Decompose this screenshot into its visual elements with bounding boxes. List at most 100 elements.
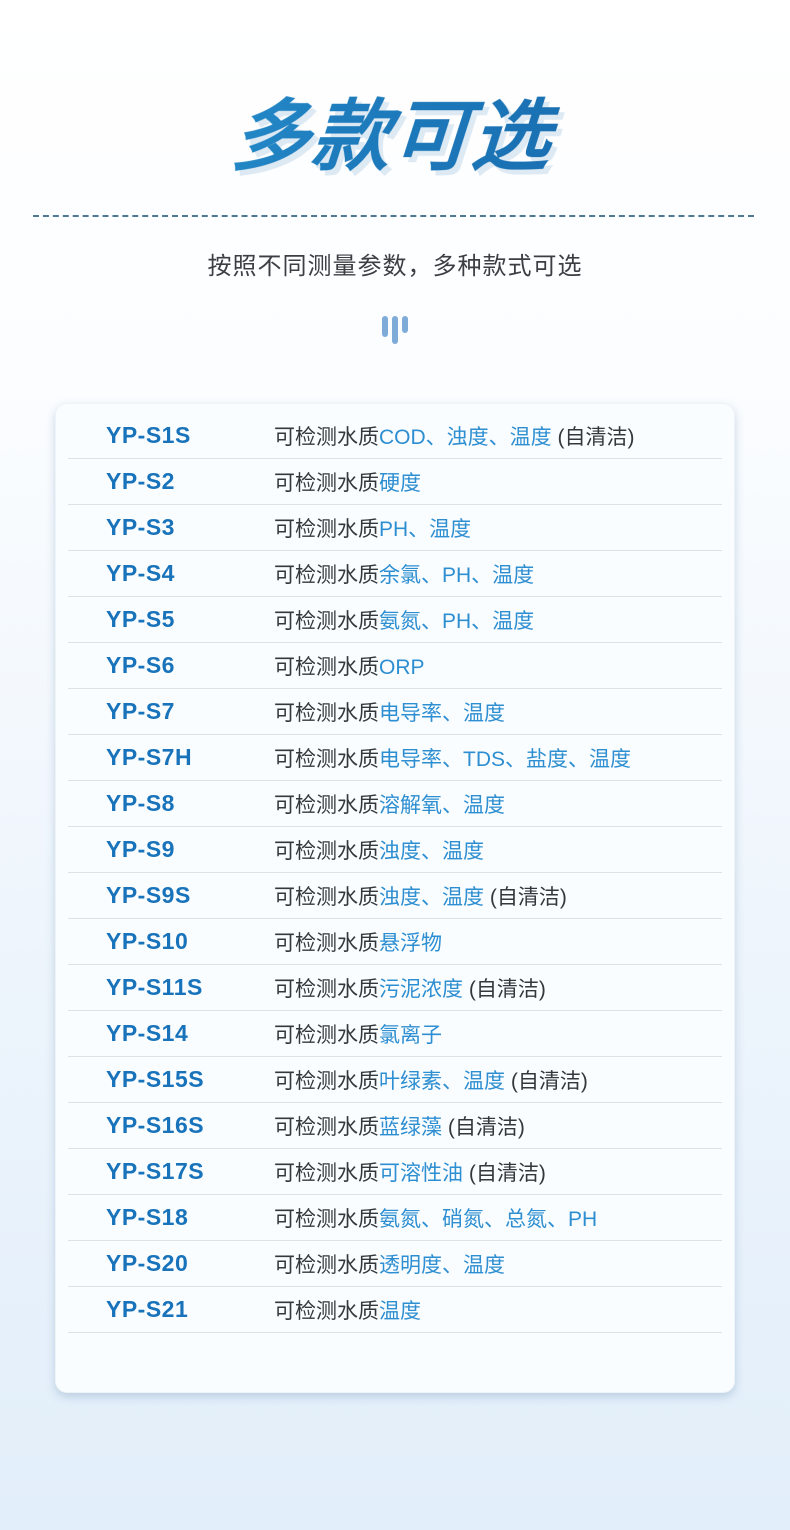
description-prefix: 可检测水质 (274, 977, 379, 1001)
page-subtitle: 按照不同测量参数，多种款式可选 (207, 253, 583, 281)
description-prefix: 可检测水质 (274, 517, 379, 541)
description-parameters: 透明度、温度 (379, 1253, 505, 1277)
description-parameters: 温度 (379, 1299, 421, 1323)
model-description: 可检测水质蓝绿藻 (自清洁) (274, 1111, 525, 1141)
description-parameters: 浊度、温度 (379, 885, 484, 909)
table-row: YP-S11S 可检测水质污泥浓度 (自清洁) (68, 965, 722, 1011)
model-description: 可检测水质氨氮、PH、温度 (274, 605, 534, 635)
description-suffix: (自清洁) (551, 425, 635, 449)
table-row: YP-S9S 可检测水质浊度、温度 (自清洁) (68, 873, 722, 919)
table-row: YP-S7 可检测水质电导率、温度 (68, 689, 722, 735)
table-row: YP-S2 可检测水质硬度 (68, 459, 722, 505)
description-parameters: PH、温度 (379, 517, 472, 541)
description-parameters: 余氯、PH、温度 (379, 563, 535, 587)
model-name: YP-S14 (106, 1020, 189, 1046)
table-row: YP-S18 可检测水质氨氮、硝氮、总氮、PH (68, 1195, 722, 1241)
description-parameters: 氨氮、硝氮、总氮、PH (379, 1207, 598, 1231)
model-name: YP-S7 (106, 698, 175, 724)
description-prefix: 可检测水质 (274, 793, 379, 817)
description-parameters: 溶解氧、温度 (379, 793, 505, 817)
description-prefix: 可检测水质 (274, 471, 379, 495)
dashed-divider (33, 215, 754, 218)
description-suffix: (自清洁) (463, 1161, 546, 1185)
description-prefix: 可检测水质 (274, 655, 379, 679)
model-description: 可检测水质ORP (274, 651, 425, 681)
bar-right (402, 316, 408, 334)
model-name: YP-S9S (106, 882, 191, 908)
description-parameters: ORP (379, 655, 425, 679)
model-description: 可检测水质温度 (274, 1295, 421, 1325)
description-prefix: 可检测水质 (274, 1023, 379, 1047)
description-prefix: 可检测水质 (274, 1207, 379, 1231)
model-name: YP-S20 (106, 1250, 189, 1276)
description-parameters: 电导率、TDS、盐度、温度 (379, 747, 631, 771)
table-row: YP-S14 可检测水质氯离子 (68, 1011, 722, 1057)
description-prefix: 可检测水质 (274, 1115, 379, 1139)
description-parameters: 叶绿素、温度 (379, 1069, 505, 1093)
model-description: 可检测水质电导率、TDS、盐度、温度 (274, 743, 631, 773)
model-description: 可检测水质浊度、温度 (自清洁) (274, 881, 567, 911)
table-row: YP-S6 可检测水质ORP (68, 643, 722, 689)
model-name: YP-S16S (106, 1112, 205, 1138)
description-parameters: COD、浊度、温度 (379, 425, 552, 449)
model-description: 可检测水质余氯、PH、温度 (274, 559, 534, 589)
description-suffix: (自清洁) (463, 977, 546, 1001)
description-parameters: 氨氮、PH、温度 (379, 609, 535, 633)
model-description: 可检测水质PH、温度 (274, 513, 471, 543)
model-name: YP-S10 (106, 928, 189, 954)
model-name: YP-S1S (106, 422, 191, 448)
description-parameters: 可溶性油 (379, 1161, 463, 1185)
model-description: 可检测水质溶解氧、温度 (274, 789, 505, 819)
description-parameters: 悬浮物 (379, 931, 442, 955)
description-prefix: 可检测水质 (274, 1253, 379, 1277)
description-parameters: 污泥浓度 (379, 977, 463, 1001)
model-name: YP-S8 (106, 790, 175, 816)
description-prefix: 可检测水质 (274, 425, 379, 449)
model-name: YP-S6 (106, 652, 175, 678)
table-row: YP-S8 可检测水质溶解氧、温度 (68, 781, 722, 827)
model-name: YP-S15S (106, 1066, 205, 1092)
model-name: YP-S18 (106, 1204, 189, 1230)
description-suffix: (自清洁) (505, 1069, 588, 1093)
description-prefix: 可检测水质 (274, 563, 379, 587)
description-suffix: (自清洁) (484, 885, 567, 909)
model-name: YP-S7H (106, 744, 193, 770)
description-parameters: 电导率、温度 (379, 701, 505, 725)
table-row: YP-S9 可检测水质浊度、温度 (68, 827, 722, 873)
description-parameters: 蓝绿藻 (379, 1115, 442, 1139)
model-description: 可检测水质电导率、温度 (274, 697, 505, 727)
vertical-bars-icon (382, 316, 408, 345)
model-description: 可检测水质氯离子 (274, 1019, 442, 1049)
table-row: YP-S1S 可检测水质COD、浊度、温度 (自清洁) (68, 413, 722, 459)
model-description: 可检测水质叶绿素、温度 (自清洁) (274, 1065, 588, 1095)
table-row: YP-S7H 可检测水质电导率、TDS、盐度、温度 (68, 735, 722, 781)
model-description: 可检测水质浊度、温度 (274, 835, 484, 865)
model-description: 可检测水质透明度、温度 (274, 1249, 505, 1279)
table-row: YP-S20 可检测水质透明度、温度 (68, 1241, 722, 1287)
model-name: YP-S21 (106, 1296, 189, 1322)
description-parameters: 硬度 (379, 471, 421, 495)
bar-left (382, 316, 388, 338)
description-prefix: 可检测水质 (274, 1069, 379, 1093)
description-prefix: 可检测水质 (274, 1161, 379, 1185)
model-name: YP-S11S (106, 974, 203, 1000)
description-prefix: 可检测水质 (274, 885, 379, 909)
table-row: YP-S15S 可检测水质叶绿素、温度 (自清洁) (68, 1057, 722, 1103)
table-row: YP-S10 可检测水质悬浮物 (68, 919, 722, 965)
model-description: 可检测水质污泥浓度 (自清洁) (274, 973, 546, 1003)
description-prefix: 可检测水质 (274, 931, 379, 955)
table-row: YP-S4 可检测水质余氯、PH、温度 (68, 551, 722, 597)
model-name: YP-S9 (106, 836, 175, 862)
description-prefix: 可检测水质 (274, 701, 379, 725)
table-row: YP-S21 可检测水质温度 (68, 1287, 722, 1333)
description-prefix: 可检测水质 (274, 839, 379, 863)
table-row: YP-S17S 可检测水质可溶性油 (自清洁) (68, 1149, 722, 1195)
page-title: 多款可选 (0, 0, 790, 187)
description-prefix: 可检测水质 (274, 747, 379, 771)
model-table: YP-S1S 可检测水质COD、浊度、温度 (自清洁) YP-S2 可检测水质硬… (55, 403, 735, 1393)
model-description: 可检测水质可溶性油 (自清洁) (274, 1157, 546, 1187)
model-description: 可检测水质COD、浊度、温度 (自清洁) (274, 421, 635, 451)
bar-middle (392, 316, 398, 345)
table-row: YP-S5 可检测水质氨氮、PH、温度 (68, 597, 722, 643)
